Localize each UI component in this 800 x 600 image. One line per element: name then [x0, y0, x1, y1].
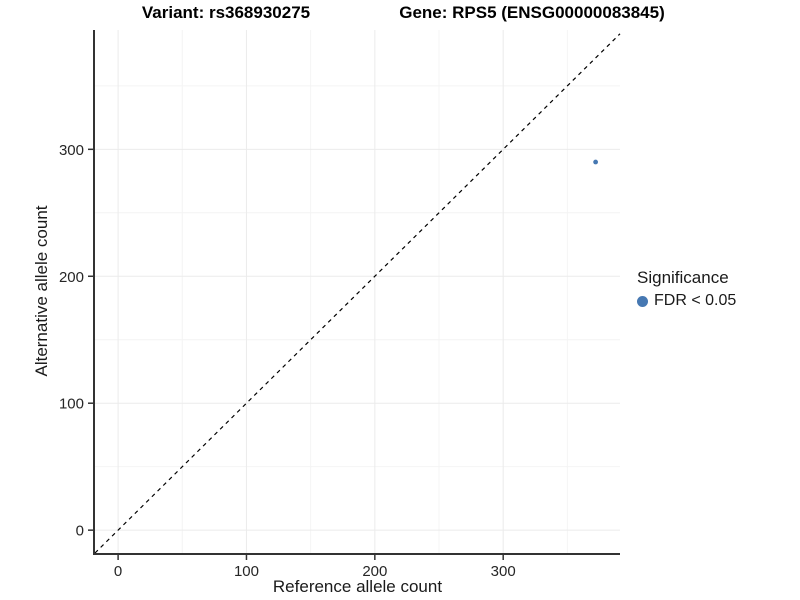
- y-tick-label: 300: [59, 142, 84, 159]
- y-axis-title: Alternative allele count: [32, 205, 51, 377]
- y-tick-label: 0: [76, 523, 84, 540]
- variant-title: Variant: rs368930275: [141, 3, 311, 22]
- identity-line: [94, 33, 621, 554]
- y-tick-label: 200: [59, 269, 84, 286]
- x-tick-label: 0: [114, 563, 122, 580]
- legend-title: Significance: [637, 268, 729, 287]
- legend-item: FDR < 0.05: [637, 292, 736, 310]
- x-axis-title: Reference allele count: [272, 577, 443, 596]
- legend-point-icon: [637, 295, 648, 307]
- x-tick-label: 200: [362, 563, 387, 580]
- legend-item-label: FDR < 0.05: [654, 292, 737, 309]
- y-tick-label: 100: [59, 396, 84, 413]
- gene-title: Gene: RPS5 (ENSG00000083845): [399, 3, 665, 22]
- data-point: [593, 159, 599, 165]
- x-tick-label: 100: [234, 563, 259, 580]
- x-tick-label: 300: [491, 563, 516, 580]
- legend: Significance FDR < 0.05: [637, 268, 736, 310]
